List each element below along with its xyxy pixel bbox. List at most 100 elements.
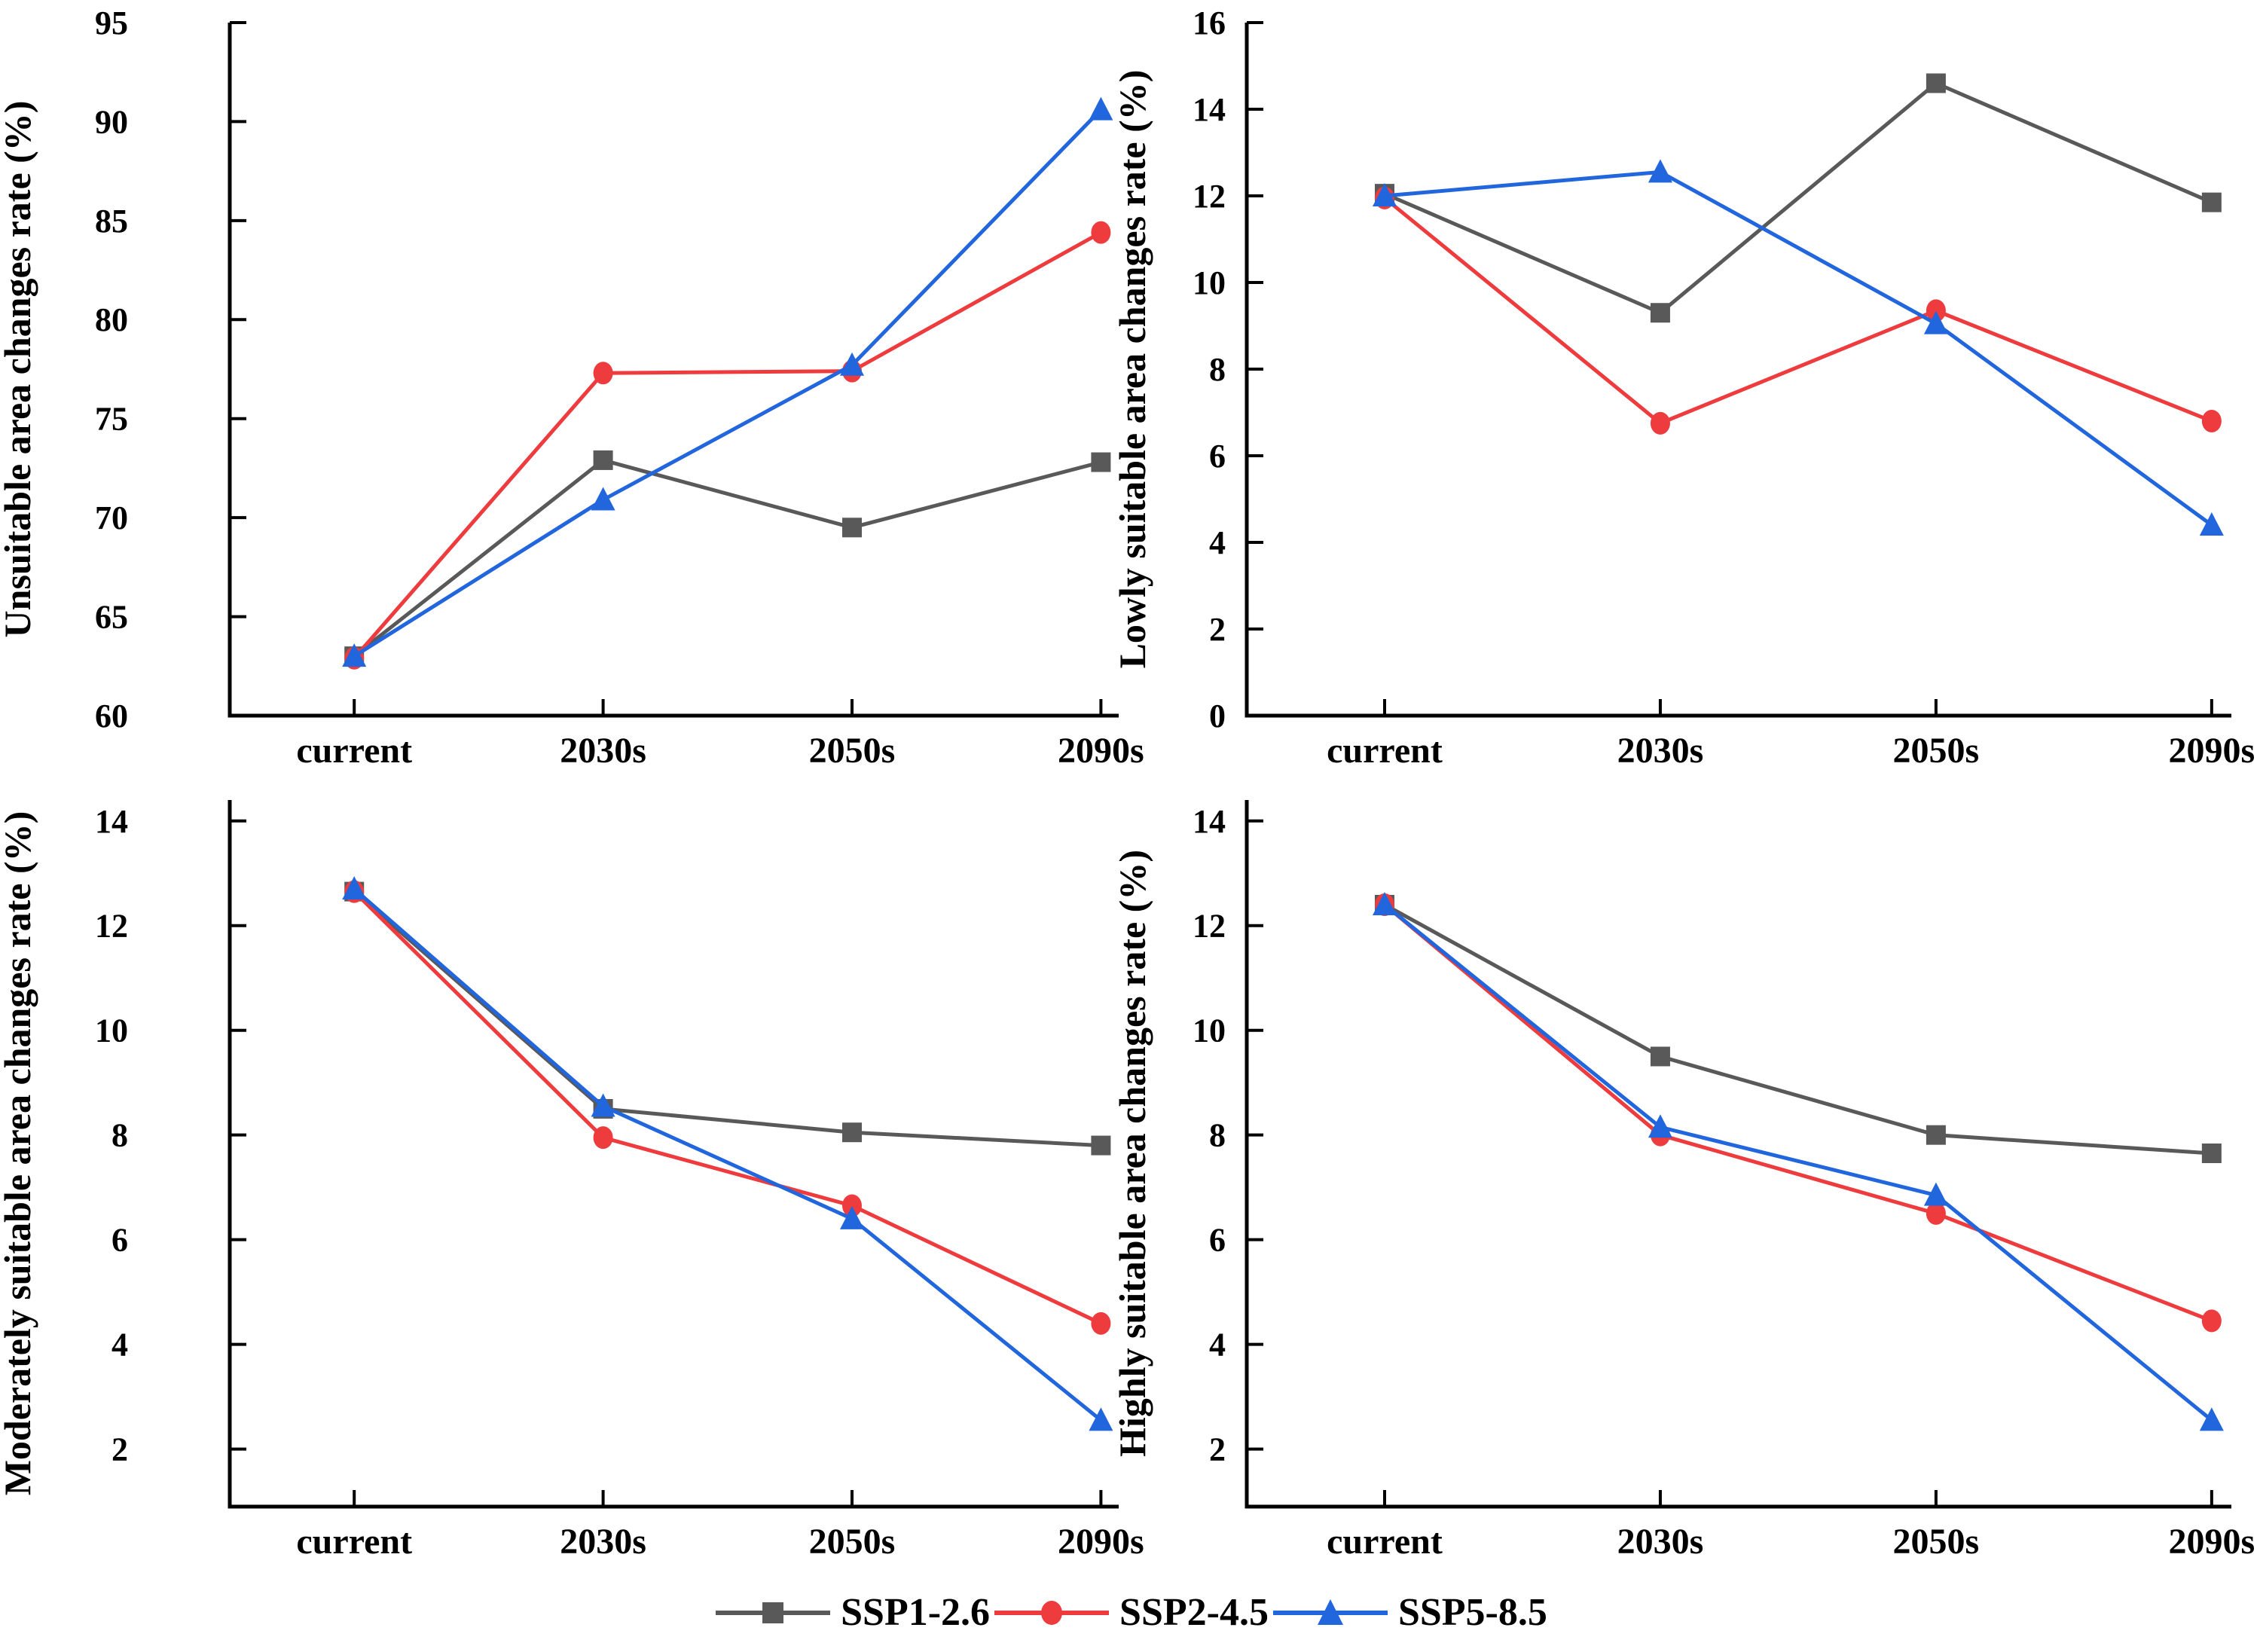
x-tick-label: 2050s xyxy=(809,731,896,771)
x-tick-label: 2050s xyxy=(809,1522,896,1562)
y-tick-label: 16 xyxy=(1193,5,1226,41)
square-marker xyxy=(593,450,613,470)
y-tick-label: 14 xyxy=(95,803,128,840)
x-tick-label: 2050s xyxy=(1893,731,1980,771)
triangle-marker xyxy=(1372,891,1397,915)
circle-marker xyxy=(1650,411,1670,435)
square-marker xyxy=(1091,452,1111,472)
square-marker xyxy=(2201,1144,2222,1163)
y-tick-label: 70 xyxy=(95,499,128,536)
y-tick-label: 6 xyxy=(1209,438,1226,475)
series-line-SSP5-8.5 xyxy=(353,887,1102,1422)
y-tick-label: 2 xyxy=(1209,1431,1226,1468)
circle-marker xyxy=(593,362,613,385)
y-tick-label: 10 xyxy=(95,1012,128,1049)
y-tick-label: 0 xyxy=(1209,698,1226,734)
triangle-marker xyxy=(1648,159,1672,183)
y-tick-label: 60 xyxy=(95,698,128,734)
y-tick-label: 4 xyxy=(111,1327,128,1363)
triangle-marker xyxy=(1648,1114,1672,1138)
y-tick-label: 95 xyxy=(95,5,128,41)
legend-label: SSP2-4.5 xyxy=(1119,1590,1269,1634)
x-tick-label: current xyxy=(296,731,412,771)
y-axis-title: Lowly suitable area changes rate (%) xyxy=(1111,70,1153,669)
chart-panel-top-left: 60 65 70 75 80 85 90 95 current 2030s 2050s 2090s Un… xyxy=(0,5,1144,771)
y-tick-label: 2 xyxy=(111,1431,128,1468)
axis-spines xyxy=(1245,800,2231,1509)
triangle-marker-line-icon xyxy=(1272,1599,1388,1625)
square-marker xyxy=(1650,303,1670,323)
legend-label: SSP1-2.6 xyxy=(841,1590,991,1634)
x-tick-label: 2030s xyxy=(560,1522,646,1562)
y-tick-label: 90 xyxy=(95,103,128,140)
y-axis-title: Unsuitable area changes rate (%) xyxy=(0,101,38,638)
triangle-marker xyxy=(2199,1407,2224,1431)
triangle-marker xyxy=(342,643,367,667)
legend-label: SSP5-8.5 xyxy=(1397,1590,1547,1634)
triangle-marker xyxy=(1372,183,1397,206)
y-axis-title: Highly suitable area changes rate (%) xyxy=(1111,850,1153,1457)
circle-marker-line-icon xyxy=(994,1600,1110,1625)
y-axis-title: Moderately suitable area changes rate (%… xyxy=(0,811,38,1496)
y-tick-label: 75 xyxy=(95,401,128,438)
legend-item-ssp1-2.6: SSP1-2.6 xyxy=(713,1590,991,1634)
triangle-marker xyxy=(2199,512,2224,536)
x-tick-label: 2030s xyxy=(1617,731,1704,771)
series-line-SSP2-4.5 xyxy=(1383,196,2213,426)
y-tick-label: 80 xyxy=(95,301,128,338)
x-tick-label: current xyxy=(296,1522,412,1562)
triangle-marker xyxy=(1923,310,1948,334)
x-tick-label: 2090s xyxy=(2169,1522,2255,1562)
figure-legend: SSP1-2.6 SSP2-4.5 SSP5-8.5 xyxy=(0,1573,2260,1652)
series-line-SSP5-8.5 xyxy=(1383,903,2213,1422)
square-marker-line-icon xyxy=(716,1602,831,1623)
x-tick-label: current xyxy=(1327,1522,1443,1562)
x-tick-label: 2030s xyxy=(1617,1522,1704,1562)
circle-marker xyxy=(593,1126,613,1150)
series-line-SSP1-2.6 xyxy=(353,890,1101,1148)
series-line-SSP2-4.5 xyxy=(353,231,1102,660)
y-tick-label: 85 xyxy=(95,203,128,240)
legend-item-ssp2-4.5: SSP2-4.5 xyxy=(991,1590,1269,1634)
triangle-marker xyxy=(591,1093,615,1117)
square-marker xyxy=(842,1122,862,1143)
axis-spines xyxy=(228,23,1119,718)
y-tick-label: 10 xyxy=(1193,264,1226,301)
series-line-SSP1-2.6 xyxy=(353,458,1102,658)
y-tick-label: 4 xyxy=(1209,1327,1226,1363)
series-line-SSP5-8.5 xyxy=(353,108,1103,658)
x-tick-label: 2090s xyxy=(1058,731,1144,771)
y-tick-label: 14 xyxy=(1193,91,1226,128)
legend-item-ssp5-8.5: SSP5-8.5 xyxy=(1270,1590,1547,1634)
series-line-SSP5-8.5 xyxy=(1384,169,2213,527)
y-tick-label: 2 xyxy=(1209,611,1226,648)
series-line-SSP2-4.5 xyxy=(1383,903,2213,1323)
y-tick-label: 14 xyxy=(1193,803,1226,840)
circle-marker xyxy=(1091,1312,1111,1335)
triangle-marker xyxy=(1923,1182,1948,1206)
square-marker xyxy=(1926,73,1946,93)
y-tick-label: 65 xyxy=(95,599,128,636)
circle-marker xyxy=(1926,1202,1946,1225)
square-marker xyxy=(2201,192,2222,212)
y-tick-label: 8 xyxy=(1209,351,1226,388)
square-marker xyxy=(1650,1046,1670,1067)
circle-marker xyxy=(842,1194,862,1217)
triangle-marker xyxy=(591,487,615,511)
chart-panel-bottom-right: 2 4 6 8 10 12 14 current 2030s 2050s 2090s Highly s… xyxy=(1111,800,2255,1562)
square-marker xyxy=(842,518,862,538)
y-tick-label: 6 xyxy=(1209,1222,1226,1259)
triangle-marker xyxy=(1089,1407,1113,1431)
x-tick-label: 2030s xyxy=(560,731,646,771)
y-tick-label: 12 xyxy=(1193,908,1226,945)
y-tick-label: 6 xyxy=(111,1222,128,1259)
y-tick-label: 12 xyxy=(1193,178,1226,215)
y-tick-label: 8 xyxy=(1209,1117,1226,1154)
triangle-marker xyxy=(840,1205,864,1229)
x-tick-label: 2050s xyxy=(1893,1522,1980,1562)
triangle-marker xyxy=(840,352,864,376)
circle-marker xyxy=(1091,221,1111,244)
series-line-SSP2-4.5 xyxy=(353,890,1102,1326)
